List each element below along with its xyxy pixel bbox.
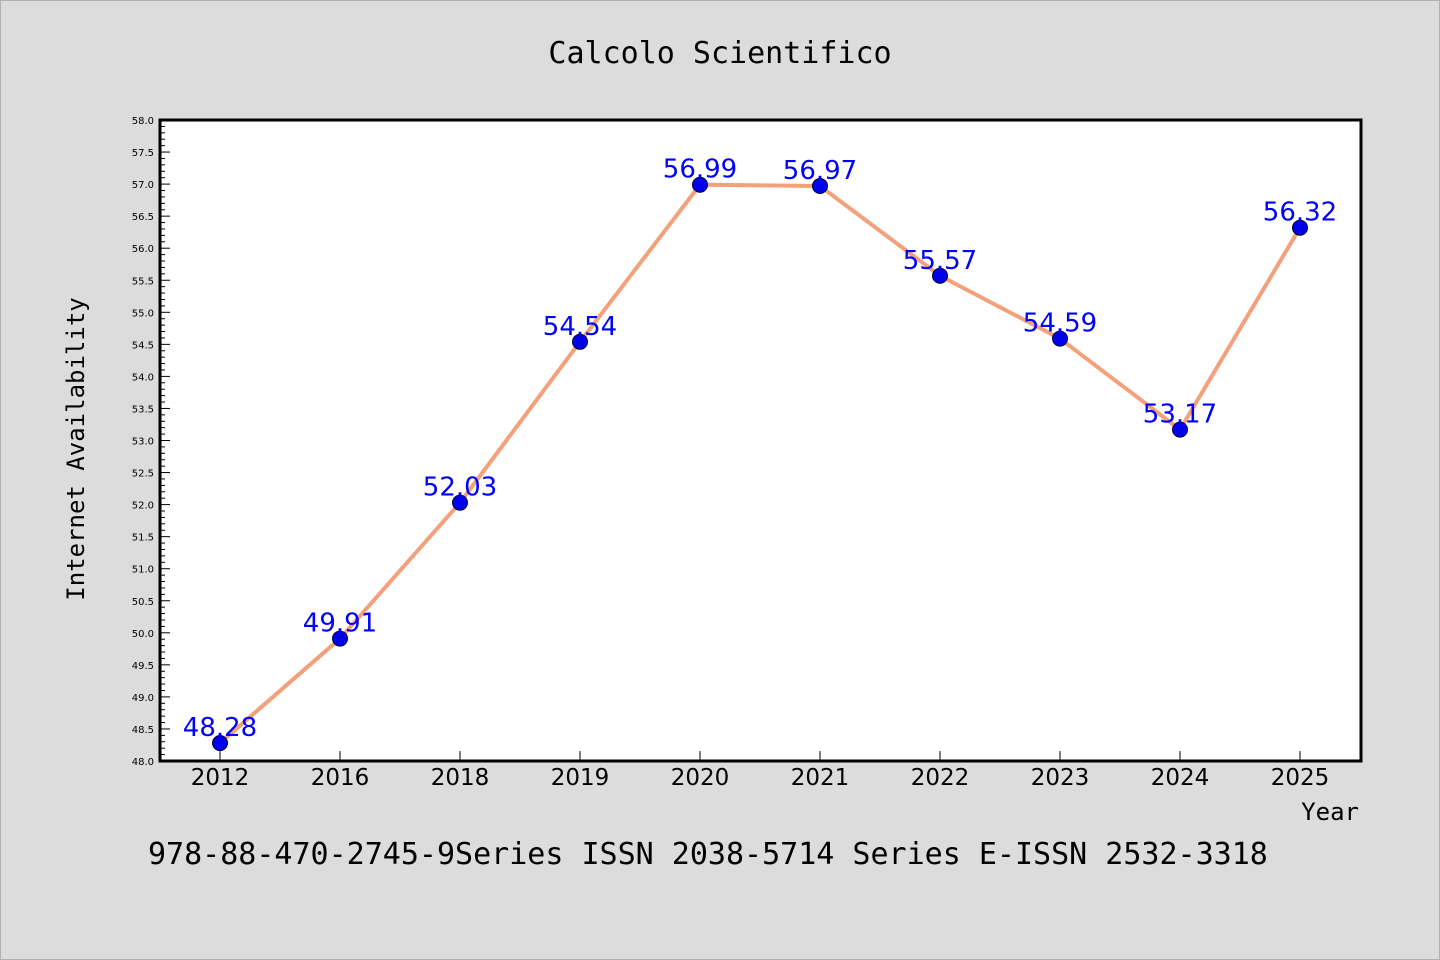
y-tick-label: 57.5 [132, 148, 154, 159]
x-tick-label: 2025 [1271, 765, 1330, 791]
y-tick-label: 53.0 [132, 437, 154, 448]
y-tick-label: 54.0 [132, 372, 154, 383]
data-point-marker [572, 333, 588, 350]
x-axis-label: Year [1301, 798, 1359, 826]
y-tick-label: 54.5 [132, 340, 154, 351]
chart-title: Calcolo Scientifico [548, 36, 891, 71]
x-axis: 2012 2016 2018 2019 2020 2021 2022 2023 2024 2025 [191, 751, 1330, 791]
y-axis-label: Internet Availability [62, 297, 90, 600]
y-tick-label: 56.5 [132, 212, 154, 223]
y-axis: 48.0 48.5 49.0 49.5 50.0 50.5 51.0 51.5 52.0 52.5… [132, 116, 170, 768]
data-point-marker [1052, 330, 1068, 347]
data-label: 54.59 [1023, 309, 1097, 339]
y-tick-label: 53.5 [132, 404, 154, 415]
y-tick-label: 49.5 [132, 661, 154, 672]
data-point-marker [332, 630, 348, 647]
data-point-marker [1172, 421, 1188, 438]
x-tick-label: 2022 [911, 765, 970, 791]
data-label: 52.03 [423, 473, 497, 503]
y-tick-label: 51.0 [132, 565, 154, 576]
y-tick-label: 57.0 [132, 180, 154, 191]
data-label: 55.57 [903, 246, 977, 276]
y-tick-label: 58.0 [132, 116, 154, 127]
data-point-marker [212, 735, 228, 752]
data-labels-group: 48.28 49.91 52.03 54.54 56.99 56.97 55.57 54.59… [183, 155, 1337, 743]
data-label: 54.54 [543, 312, 617, 342]
x-tick-label: 2016 [311, 765, 370, 791]
data-label: 56.97 [783, 156, 857, 186]
y-tick-label: 48.5 [132, 725, 154, 736]
data-label: 56.32 [1263, 198, 1337, 228]
y-tick-label: 50.0 [132, 629, 154, 640]
data-label: 53.17 [1143, 400, 1217, 430]
x-tick-label: 2019 [551, 765, 610, 791]
data-point-marker [692, 176, 708, 193]
y-tick-label: 55.0 [132, 308, 154, 319]
series-group [212, 176, 1308, 752]
y-tick-label: 52.0 [132, 501, 154, 512]
y-tick-label: 48.0 [132, 757, 154, 768]
data-point-marker [932, 267, 948, 284]
x-tick-label: 2018 [431, 765, 490, 791]
data-label: 49.91 [303, 609, 377, 639]
data-point-marker [812, 178, 828, 195]
data-label: 48.28 [183, 713, 257, 743]
plot-area [158, 118, 1363, 763]
x-tick-label: 2012 [191, 765, 250, 791]
y-tick-label: 52.5 [132, 469, 154, 480]
x-tick-label: 2021 [791, 765, 850, 791]
y-tick-label: 51.5 [132, 533, 154, 544]
series-line [218, 182, 1302, 745]
footer-isbn-text: 978-88-470-2745-9Series ISSN 2038-5714 S… [148, 837, 1268, 872]
x-tick-label: 2020 [671, 765, 730, 791]
y-tick-label: 55.5 [132, 276, 154, 287]
data-point-marker [452, 494, 468, 511]
x-tick-label: 2023 [1031, 765, 1090, 791]
y-tick-label: 56.0 [132, 244, 154, 255]
y-tick-label: 50.5 [132, 597, 154, 608]
data-label: 56.99 [663, 155, 737, 185]
x-tick-label: 2024 [1151, 765, 1210, 791]
y-tick-label: 49.0 [132, 693, 154, 704]
data-point-marker [1292, 219, 1308, 236]
